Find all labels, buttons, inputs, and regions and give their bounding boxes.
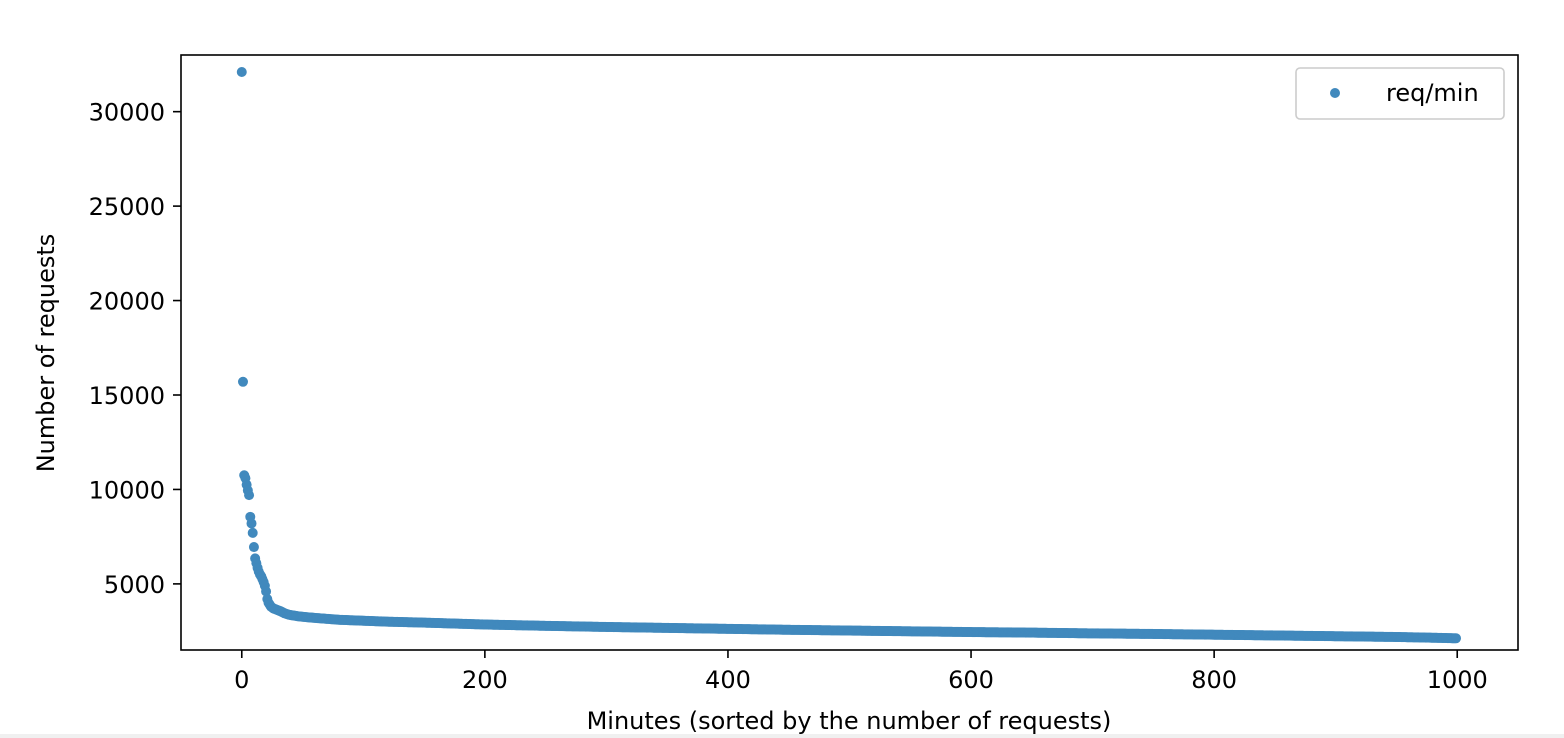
legend: req/min [1295, 67, 1505, 120]
x-tick-label: 0 [234, 666, 249, 694]
x-tick-label: 1000 [1427, 666, 1488, 694]
data-point [1451, 633, 1462, 644]
bottom-edge [0, 734, 1564, 738]
x-axis-label: Minutes (sorted by the number of request… [587, 707, 1112, 735]
x-axis-ticks: 0 200 400 600 800 1000 [234, 650, 1488, 694]
x-tick-label: 200 [462, 666, 508, 694]
y-tick-label: 10000 [89, 476, 165, 504]
scatter-points [236, 67, 1462, 644]
x-tick-label: 600 [948, 666, 994, 694]
data-point [237, 376, 248, 387]
y-tick-label: 5000 [104, 571, 165, 599]
y-tick-label: 20000 [89, 288, 165, 316]
plot-area [181, 55, 1518, 650]
y-axis-label: Number of requests [32, 234, 60, 473]
data-point [248, 542, 259, 553]
legend-marker [1330, 88, 1340, 98]
x-tick-label: 800 [1191, 666, 1237, 694]
data-point [261, 586, 272, 597]
y-axis-ticks: 5000 10000 15000 20000 25000 30000 [89, 99, 181, 599]
y-tick-label: 30000 [89, 99, 165, 127]
data-point [236, 67, 247, 77]
y-tick-label: 15000 [89, 382, 165, 410]
y-tick-label: 25000 [89, 193, 165, 221]
legend-label: req/min [1386, 79, 1479, 107]
legend-box [1295, 67, 1505, 120]
data-point [244, 490, 255, 501]
x-tick-label: 400 [705, 666, 751, 694]
data-point [246, 518, 257, 529]
data-point [247, 527, 258, 538]
plot-frame [180, 54, 1519, 651]
